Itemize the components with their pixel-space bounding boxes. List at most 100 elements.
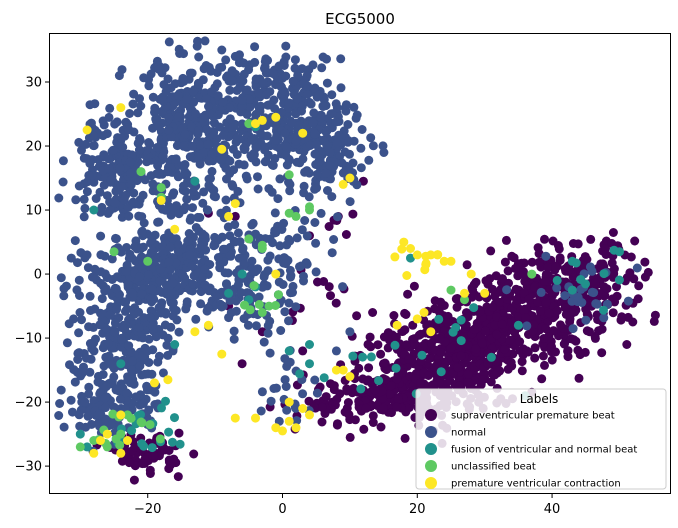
data-point [128, 99, 138, 109]
data-point [207, 166, 217, 176]
data-point [597, 324, 607, 334]
data-point [75, 291, 84, 300]
data-point [446, 343, 456, 353]
data-point [397, 244, 407, 254]
data-point [84, 389, 94, 399]
data-point [140, 369, 150, 379]
data-point [338, 179, 348, 189]
data-point [193, 212, 203, 222]
legend-box [415, 388, 667, 490]
data-point [297, 106, 306, 116]
data-point [228, 76, 238, 86]
data-point [109, 402, 119, 412]
data-point [361, 403, 371, 413]
data-point [609, 269, 619, 279]
data-point [331, 346, 341, 356]
data-point [217, 349, 227, 359]
data-point [379, 332, 389, 342]
data-point [225, 250, 235, 260]
data-point [77, 315, 86, 325]
data-point [62, 338, 72, 348]
data-point [129, 188, 139, 198]
data-point [148, 246, 158, 256]
data-point [298, 389, 308, 399]
data-point [329, 381, 339, 391]
data-point [332, 420, 342, 430]
data-point [228, 144, 238, 154]
data-point [327, 90, 337, 100]
data-point [298, 346, 308, 356]
data-point [279, 86, 289, 96]
data-point [271, 423, 281, 433]
data-point [271, 120, 281, 130]
data-point [284, 170, 294, 180]
data-point [592, 299, 602, 309]
data-point [326, 291, 335, 301]
data-point [170, 413, 179, 423]
data-point [139, 441, 149, 451]
data-point [232, 133, 242, 143]
data-point [311, 140, 321, 150]
data-point [102, 442, 112, 452]
data-point [127, 150, 137, 160]
data-point [217, 45, 227, 55]
data-point [202, 306, 212, 316]
legend-marker [425, 443, 437, 455]
data-point [622, 340, 632, 349]
data-point [312, 169, 322, 179]
data-point [626, 252, 636, 262]
data-point [239, 314, 249, 324]
data-point [601, 250, 611, 259]
data-point [256, 406, 266, 416]
data-point [194, 52, 204, 62]
data-point [348, 209, 358, 219]
data-point [162, 340, 172, 350]
data-point [204, 102, 213, 111]
data-point [327, 192, 337, 202]
data-point [179, 181, 188, 191]
data-point [280, 307, 290, 317]
data-point [185, 250, 195, 260]
data-point [548, 236, 558, 246]
data-point [325, 161, 335, 171]
data-point [106, 420, 116, 430]
data-point [144, 270, 153, 280]
y-tick-label: 0 [34, 268, 42, 283]
data-point [286, 272, 295, 282]
data-point [223, 268, 233, 278]
data-point [193, 36, 202, 46]
data-point [121, 267, 131, 276]
x-tick-label: 20 [409, 502, 426, 517]
data-point [279, 218, 289, 228]
data-point [253, 184, 263, 194]
data-point [430, 304, 440, 314]
data-point [643, 267, 653, 277]
data-point [341, 230, 351, 239]
data-point [519, 306, 529, 316]
data-point [82, 187, 92, 197]
data-point [451, 323, 461, 332]
data-point [284, 316, 293, 326]
data-point [297, 64, 307, 74]
data-point [306, 99, 316, 109]
data-point [210, 118, 220, 128]
data-point [168, 101, 178, 111]
data-point [157, 94, 167, 104]
data-point [412, 250, 422, 260]
data-point [229, 165, 239, 175]
data-point [250, 267, 260, 277]
data-point [316, 113, 326, 123]
legend-title: Labels [520, 392, 559, 406]
data-point [142, 385, 152, 395]
y-tick-label: −10 [15, 332, 42, 347]
data-point [317, 417, 327, 427]
plot-frame [49, 33, 671, 494]
data-point [356, 163, 366, 173]
data-point [247, 153, 257, 163]
y-tick-label: 30 [25, 76, 42, 91]
data-point [549, 326, 558, 336]
data-point [487, 302, 497, 312]
data-point [112, 272, 122, 282]
data-point [173, 90, 183, 100]
